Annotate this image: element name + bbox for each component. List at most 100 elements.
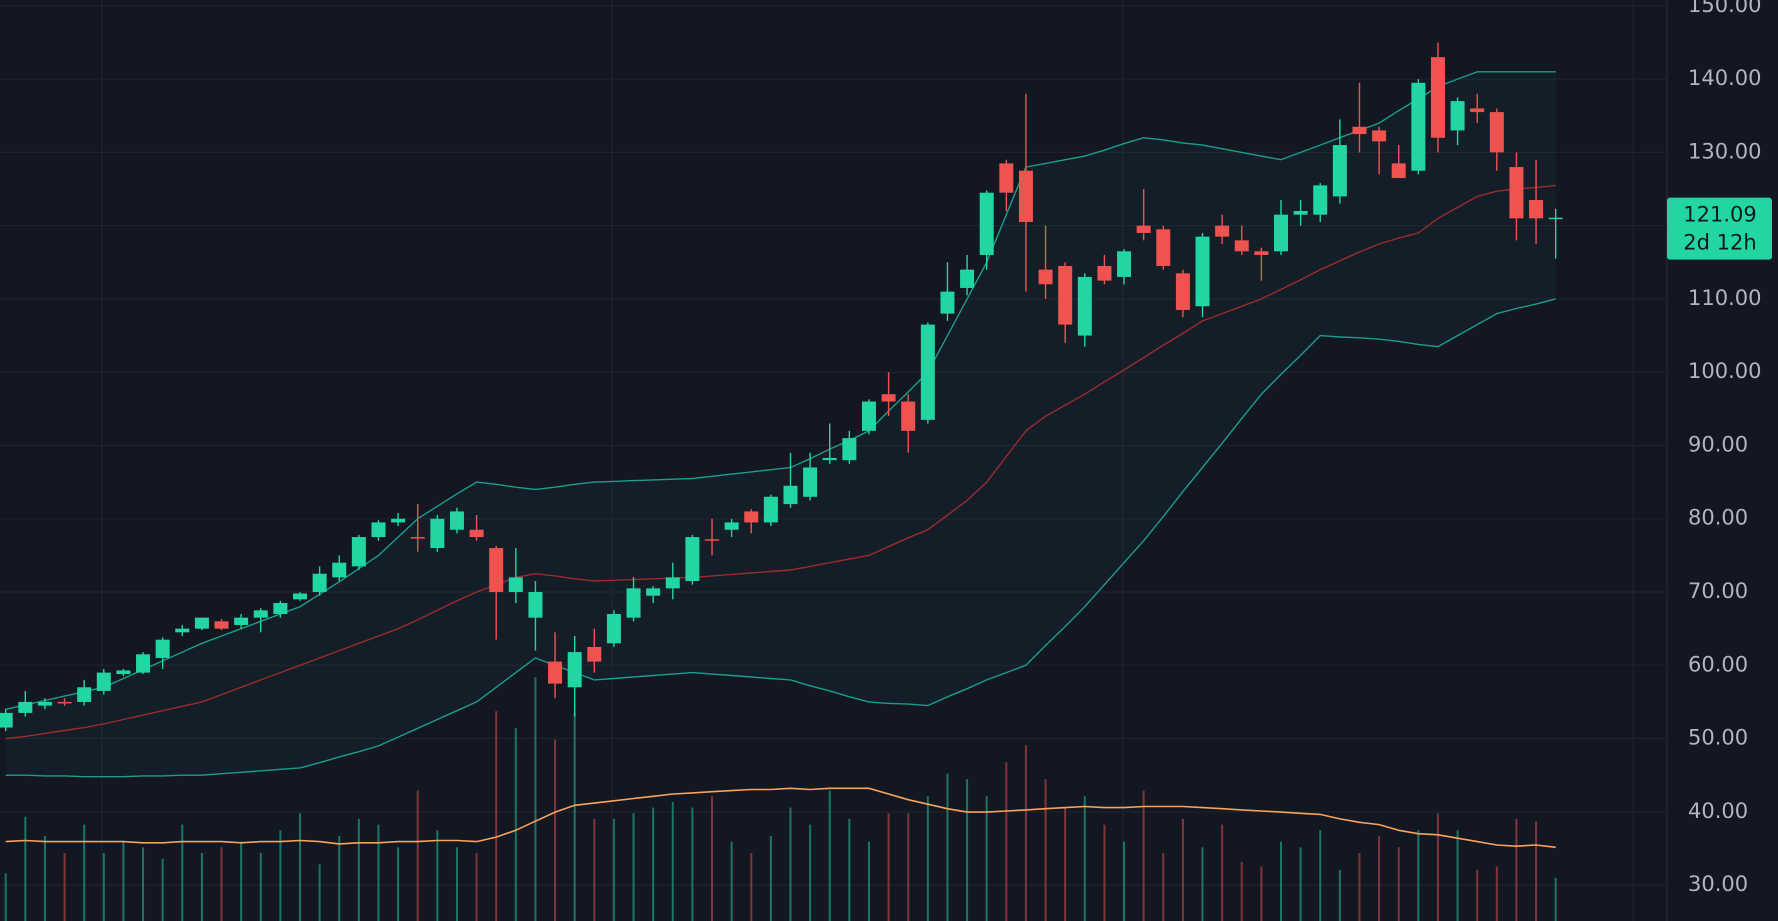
candle-body (1215, 225, 1230, 237)
candle-body (1077, 276, 1092, 336)
volume-bar (1221, 824, 1224, 921)
candle-body (410, 537, 425, 539)
candle-body (1136, 225, 1151, 233)
candle-body (1058, 265, 1073, 325)
candle-body (606, 614, 621, 644)
volume-bar (377, 824, 380, 921)
volume-bar (1299, 847, 1302, 921)
candle-body (744, 511, 759, 523)
candle-body (1254, 251, 1269, 255)
candle-body (901, 401, 916, 431)
candle-body (1391, 163, 1406, 179)
candle-body (665, 577, 680, 589)
volume-bar (1240, 862, 1243, 921)
last-price: 121.09 (1683, 203, 1756, 227)
volume-bar (573, 711, 576, 921)
middle-band (5, 184, 1556, 740)
volume-bar (1123, 841, 1126, 921)
volume-ma-line (5, 787, 1556, 849)
candle-body (1352, 126, 1367, 135)
candle-body (685, 537, 700, 582)
volume-bar (632, 813, 635, 921)
volume-bar (534, 677, 537, 921)
volume-bar (181, 824, 184, 921)
volume-bar (769, 835, 772, 921)
volume-bar (436, 830, 439, 921)
volume-bar (1319, 830, 1322, 921)
volume-bar (593, 818, 596, 921)
volume-bar (200, 852, 203, 921)
volume-bar (1456, 830, 1459, 921)
candle-body (1529, 200, 1544, 219)
candle-body (391, 518, 406, 523)
y-tick-label: 140.00 (1688, 66, 1761, 90)
candle-body (175, 628, 190, 633)
price-axis-panel (1667, 0, 1778, 921)
candle-body (763, 496, 778, 523)
upper-band (5, 71, 1556, 710)
volume-bar (514, 728, 517, 921)
volume-bar (671, 801, 674, 921)
y-tick-label: 100.00 (1688, 359, 1761, 383)
volume-bar (691, 807, 694, 921)
candle-body (626, 588, 641, 618)
y-tick-label: 150.00 (1688, 0, 1761, 17)
volume-bar (318, 864, 321, 921)
volume-bar (475, 852, 478, 921)
candle-body (1293, 211, 1308, 215)
candle-body (960, 269, 975, 288)
candle-body (861, 401, 876, 431)
volume-bar (887, 813, 890, 921)
candle-body (1313, 185, 1328, 215)
candle-body (194, 617, 209, 629)
candle-body (332, 562, 347, 578)
candle-body (528, 592, 543, 618)
candle-body (1195, 236, 1210, 307)
volume-bar (416, 790, 419, 921)
candle-body (449, 511, 464, 530)
candle-body (1097, 265, 1112, 281)
candle-body (1274, 214, 1288, 252)
volume-bar (1495, 866, 1498, 921)
candle-body (1470, 108, 1485, 113)
volume-bar (1417, 830, 1420, 921)
volume-bar (122, 841, 125, 921)
volume-bar (1024, 745, 1027, 921)
candle-body (646, 588, 661, 596)
price-tag-box (1667, 197, 1772, 260)
candle-body (920, 324, 935, 420)
countdown: 2d 12h (1683, 231, 1756, 255)
volume-bar (1064, 807, 1067, 921)
candle-body (116, 670, 131, 675)
candle-body (430, 518, 445, 549)
candle-body (1156, 229, 1171, 266)
volume-bar (652, 807, 655, 921)
candle-body (1018, 170, 1033, 223)
candle-body (37, 701, 52, 706)
volume-bar (259, 852, 262, 921)
volume-pane (4, 677, 1557, 921)
candle-body (234, 617, 249, 625)
volume-bar (1005, 762, 1008, 921)
candle-body (881, 394, 896, 402)
volume-bar (789, 807, 792, 921)
candle-body (1117, 251, 1132, 277)
candle-body (253, 610, 268, 618)
candle-body (842, 438, 857, 461)
candle-body (705, 539, 720, 541)
volume-bar (828, 790, 831, 921)
volume-bar (985, 796, 988, 921)
volume-bar (397, 847, 400, 921)
grid (0, 5, 1667, 886)
candle-body (293, 593, 307, 600)
candle-body (489, 548, 504, 593)
volume-bar (966, 779, 969, 921)
volume-bar (1378, 835, 1381, 921)
vertical-grid (101, 0, 1634, 921)
volume-bar (907, 813, 910, 921)
volume-bar (848, 818, 851, 921)
candle-body (999, 163, 1014, 193)
candle-body (587, 646, 602, 662)
